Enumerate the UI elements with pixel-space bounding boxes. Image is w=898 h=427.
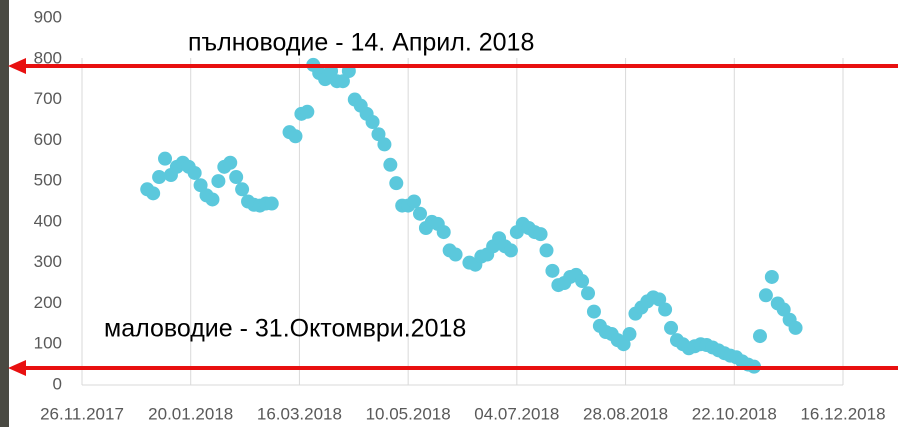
point (776, 302, 791, 317)
point (448, 247, 463, 262)
point (158, 151, 173, 166)
annotation: маловодие - 31.Октомври.2018 (104, 315, 466, 343)
point (616, 337, 631, 352)
point (407, 194, 422, 209)
y-tick-label: 700 (34, 89, 62, 108)
point (205, 192, 220, 207)
point (788, 320, 803, 335)
point (436, 225, 451, 240)
point (300, 104, 315, 119)
x-tick-label: 22.10.2018 (692, 404, 777, 423)
y-tick-label: 500 (34, 171, 62, 190)
point (193, 178, 208, 193)
point (383, 157, 398, 172)
y-tick-label: 800 (34, 48, 62, 67)
y-tick-label: 200 (34, 293, 62, 312)
x-tick-label: 26.11.2017 (40, 404, 124, 423)
point (658, 302, 673, 317)
point (758, 288, 773, 303)
annotation: пълноводие - 14. Април. 2018 (188, 29, 534, 57)
plot-area: 26.11.2017 20.01.2018 16.03.2018 10.05.2018… (34, 7, 886, 423)
point (187, 165, 202, 180)
y-tick-label: 900 (34, 7, 62, 26)
y-tick-label: 600 (34, 130, 62, 149)
point (764, 269, 779, 284)
y-tick-label: 400 (34, 211, 62, 230)
point (752, 329, 767, 344)
point (235, 182, 250, 197)
point (533, 227, 548, 242)
x-tick-label: 04.07.2018 (474, 404, 559, 423)
point (389, 176, 404, 191)
point (622, 327, 637, 342)
y-tick-label: 300 (34, 252, 62, 271)
point (652, 292, 667, 307)
point (288, 129, 303, 144)
point (377, 137, 392, 152)
y-tick-label: 0 (53, 374, 62, 393)
point (365, 114, 380, 129)
arrow (8, 58, 898, 74)
point (575, 274, 590, 289)
arrow (8, 360, 898, 376)
point (229, 170, 244, 185)
point (371, 127, 386, 142)
x-tick-label: 20.01.2018 (148, 404, 233, 423)
point (146, 186, 161, 201)
x-tick-label: 16.12.2018 (800, 404, 885, 423)
point (223, 155, 238, 170)
point (264, 196, 279, 211)
point (586, 304, 601, 319)
point (335, 74, 350, 89)
point (581, 286, 596, 301)
point (211, 174, 226, 189)
point (413, 206, 428, 221)
x-tick-label: 28.08.2018 (583, 404, 668, 423)
x-tick-label: 10.05.2018 (366, 404, 451, 423)
photo-edge (0, 0, 9, 427)
point (503, 243, 518, 258)
point (539, 243, 554, 258)
point (545, 263, 560, 278)
x-tick-label: 16.03.2018 (257, 404, 342, 423)
point (664, 320, 679, 335)
y-tick-label: 100 (34, 334, 62, 353)
point (152, 170, 167, 185)
